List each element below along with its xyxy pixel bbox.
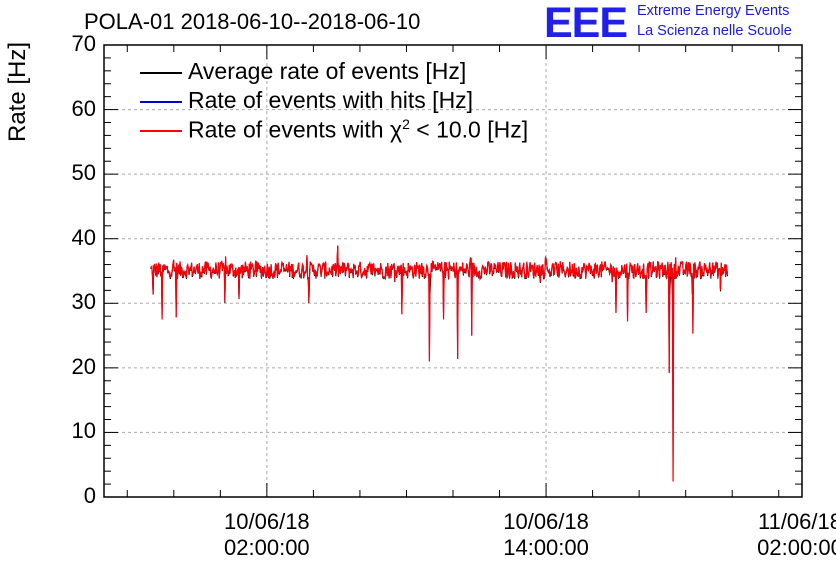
x-tick-label-line: 10/06/18 bbox=[224, 509, 310, 534]
x-tick-label-line: 14:00:00 bbox=[503, 535, 589, 560]
legend-swatch-average bbox=[140, 72, 182, 74]
x-tick-label-line: 02:00:00 bbox=[757, 535, 836, 560]
chart-title: POLA-01 2018-06-10--2018-06-10 bbox=[84, 9, 421, 34]
x-tick-label-line: 10/06/18 bbox=[503, 509, 589, 534]
legend-label-hits: Rate of events with hits [Hz] bbox=[188, 87, 474, 113]
y-tick-label: 20 bbox=[71, 353, 96, 379]
y-tick-label: 60 bbox=[71, 95, 96, 121]
logo-line-2: La Scienza nelle Scuole bbox=[637, 23, 792, 39]
plot-frame bbox=[103, 44, 803, 498]
y-tick-label: 0 bbox=[83, 483, 96, 508]
legend-swatch-chi2 bbox=[140, 130, 182, 132]
y-axis-label: Rate [Hz] bbox=[4, 41, 31, 142]
grid bbox=[104, 45, 802, 497]
x-tick-label-line: 02:00:00 bbox=[224, 535, 310, 560]
series-chi2-line bbox=[150, 245, 729, 482]
logo-line-1: Extreme Energy Events bbox=[637, 3, 790, 19]
legend-label-average: Average rate of events [Hz] bbox=[188, 58, 467, 84]
x-tick-label-line: 11/06/18 bbox=[757, 509, 836, 534]
y-tick-label: 10 bbox=[71, 418, 96, 444]
series-hits-line bbox=[150, 245, 729, 482]
eee-logo: EEE bbox=[544, 0, 628, 47]
y-tick-label: 30 bbox=[71, 289, 96, 315]
x-tick-label: 10/06/18 02:00:00 bbox=[207, 509, 327, 561]
y-tick-label: 50 bbox=[71, 160, 96, 186]
legend-swatch-hits bbox=[140, 101, 182, 103]
data-series bbox=[150, 245, 729, 482]
x-tick-label: 10/06/18 14:00:00 bbox=[486, 509, 606, 561]
legend-label-chi2: Rate of events with χ2 < 10.0 [Hz] bbox=[188, 116, 529, 143]
x-tick-label: 11/06/18 02:00:00 bbox=[740, 509, 836, 561]
y-tick-label: 70 bbox=[71, 31, 96, 56]
y-tick-label: 40 bbox=[71, 224, 96, 250]
